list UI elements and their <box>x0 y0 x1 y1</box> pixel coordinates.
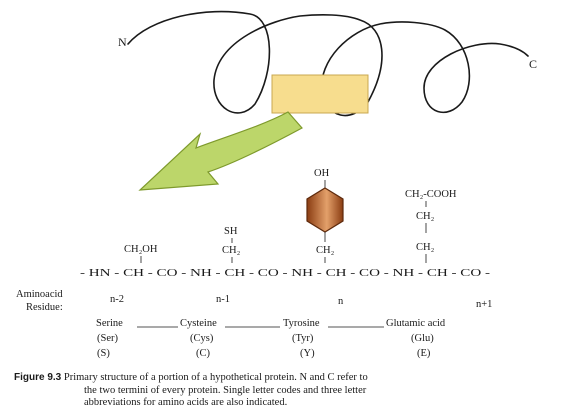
caption-line-1: Primary structure of a portion of a hypo… <box>63 372 368 383</box>
serine-side-chain: CH₂OH <box>124 244 158 255</box>
caption-line-3: abbreviations for amino acids are also i… <box>84 397 288 408</box>
residue-one-letter-code: (E) <box>417 348 431 359</box>
residue-three-letter-code: (Tyr) <box>292 333 314 344</box>
residue-position: n-2 <box>110 294 124 305</box>
cysteine-side-chain-top: SH <box>224 226 238 237</box>
residue-label-line-2: Residue: <box>26 302 63 313</box>
glutamic-side-chain-bottom: CH₂ <box>416 242 435 253</box>
protein-structure-figure: N C CH₂OH SH CH₂ OH CH₂ CH₂-COOH CH₂ CH₂… <box>16 10 537 359</box>
residue-position: n-1 <box>216 294 230 305</box>
residue-three-letter-code: (Ser) <box>97 333 118 344</box>
tyrosine-side-chain-top: OH <box>314 168 330 179</box>
residue-one-letter-code: (C) <box>196 348 211 359</box>
tyrosine-benzene-ring <box>306 187 344 233</box>
n-terminus-label: N <box>118 35 127 49</box>
highlight-box <box>271 74 369 114</box>
residue-label-line-1: Aminoacid <box>16 289 63 300</box>
glutamic-side-chain-top: CH₂-COOH <box>405 189 457 200</box>
zoom-arrow <box>138 111 303 191</box>
c-terminus-label: C <box>529 57 537 71</box>
residue-one-letter-code: (S) <box>97 348 110 359</box>
residue-three-letter-code: (Glu) <box>411 333 434 344</box>
residue-three-letter-code: (Cys) <box>190 333 214 344</box>
figure-caption: Figure 9.3 Primary structure of a portio… <box>14 372 562 410</box>
tyrosine-side-chain-bottom: CH₂ <box>316 245 335 256</box>
residue-position: n <box>338 296 344 307</box>
residue-name: Cysteine <box>180 318 217 329</box>
residue-one-letter-code: (Y) <box>300 348 315 359</box>
caption-label: Figure 9.3 <box>14 372 62 383</box>
caption-line-2: the two termini of every protein. Single… <box>84 384 367 396</box>
residue-name: Serine <box>96 318 123 329</box>
cysteine-side-chain-bottom: CH₂ <box>222 245 241 256</box>
residue-name: Glutamic acid <box>386 318 446 329</box>
glutamic-side-chain-mid: CH₂ <box>416 211 435 222</box>
residue-position: n+1 <box>476 299 492 310</box>
backbone-chain: - HN - CH - CO - NH - CH - CO - NH - CH … <box>80 267 490 279</box>
residue-name: Tyrosine <box>283 318 320 329</box>
